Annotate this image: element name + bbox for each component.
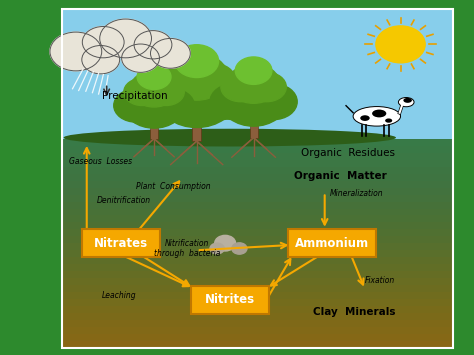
Circle shape [235,57,272,84]
FancyBboxPatch shape [62,334,453,341]
Circle shape [151,38,191,68]
Text: Fixation: Fixation [365,276,395,285]
Text: Clay  Minerals: Clay Minerals [313,307,395,317]
Circle shape [165,53,228,100]
Circle shape [175,45,219,77]
Circle shape [210,243,224,254]
FancyBboxPatch shape [62,257,453,264]
Circle shape [228,64,280,103]
FancyBboxPatch shape [62,181,453,188]
Text: Organic  Residues: Organic Residues [301,148,395,158]
Ellipse shape [353,106,401,126]
FancyBboxPatch shape [62,306,453,313]
Circle shape [122,44,159,72]
FancyBboxPatch shape [62,292,453,299]
FancyBboxPatch shape [62,9,453,140]
FancyBboxPatch shape [62,327,453,334]
FancyBboxPatch shape [62,167,453,174]
Circle shape [130,71,178,107]
Ellipse shape [360,115,370,121]
FancyBboxPatch shape [62,202,453,209]
Circle shape [100,19,152,58]
Text: Gaseous  Losses: Gaseous Losses [69,157,132,166]
FancyBboxPatch shape [250,102,257,138]
Circle shape [134,31,172,59]
Circle shape [124,83,184,128]
Circle shape [124,78,160,105]
FancyBboxPatch shape [62,243,453,251]
Text: Nitrites: Nitrites [205,294,255,306]
FancyBboxPatch shape [62,146,453,153]
FancyBboxPatch shape [288,229,375,257]
FancyBboxPatch shape [62,313,453,320]
Text: Organic  Matter: Organic Matter [294,171,387,181]
FancyBboxPatch shape [62,188,453,195]
Circle shape [232,243,247,254]
Circle shape [157,69,236,127]
FancyBboxPatch shape [62,299,453,306]
Text: Nitrates: Nitrates [94,237,148,250]
FancyBboxPatch shape [62,320,453,327]
FancyBboxPatch shape [62,215,453,223]
Ellipse shape [398,98,414,107]
Circle shape [221,77,286,126]
FancyBboxPatch shape [62,250,453,257]
Circle shape [221,72,260,102]
Circle shape [247,72,286,102]
Ellipse shape [372,110,386,118]
FancyBboxPatch shape [191,286,269,314]
Circle shape [191,77,249,120]
Circle shape [145,77,202,120]
Circle shape [137,64,171,89]
FancyBboxPatch shape [62,340,453,348]
Circle shape [148,78,184,105]
Ellipse shape [403,98,412,103]
FancyBboxPatch shape [62,208,453,216]
FancyBboxPatch shape [62,223,453,230]
Circle shape [210,84,258,120]
FancyBboxPatch shape [62,139,453,146]
FancyBboxPatch shape [62,278,453,285]
FancyBboxPatch shape [62,153,453,160]
FancyBboxPatch shape [192,98,201,141]
Circle shape [215,235,236,251]
FancyBboxPatch shape [62,174,453,181]
FancyBboxPatch shape [62,229,453,237]
FancyBboxPatch shape [62,285,453,292]
Circle shape [157,63,205,98]
Circle shape [189,63,236,98]
FancyBboxPatch shape [82,229,160,257]
Ellipse shape [385,119,392,123]
Text: Nitrification
through  bacteria: Nitrification through bacteria [154,239,220,258]
Text: Precipitation: Precipitation [102,91,167,101]
FancyBboxPatch shape [150,105,158,139]
Circle shape [82,45,119,74]
FancyBboxPatch shape [62,160,453,167]
FancyBboxPatch shape [62,271,453,278]
Circle shape [82,27,124,58]
FancyBboxPatch shape [62,236,453,244]
Circle shape [376,26,425,63]
Circle shape [50,32,102,71]
Text: Ammonium: Ammonium [295,237,369,250]
Ellipse shape [64,129,396,147]
FancyBboxPatch shape [62,264,453,272]
Circle shape [114,89,158,122]
Text: Mineralization: Mineralization [329,189,383,198]
Text: Denitrification: Denitrification [97,196,151,205]
Circle shape [150,89,194,122]
Circle shape [249,84,297,120]
Text: Leaching: Leaching [102,291,137,300]
FancyBboxPatch shape [62,195,453,202]
Text: Plant  Consumption: Plant Consumption [136,182,210,191]
